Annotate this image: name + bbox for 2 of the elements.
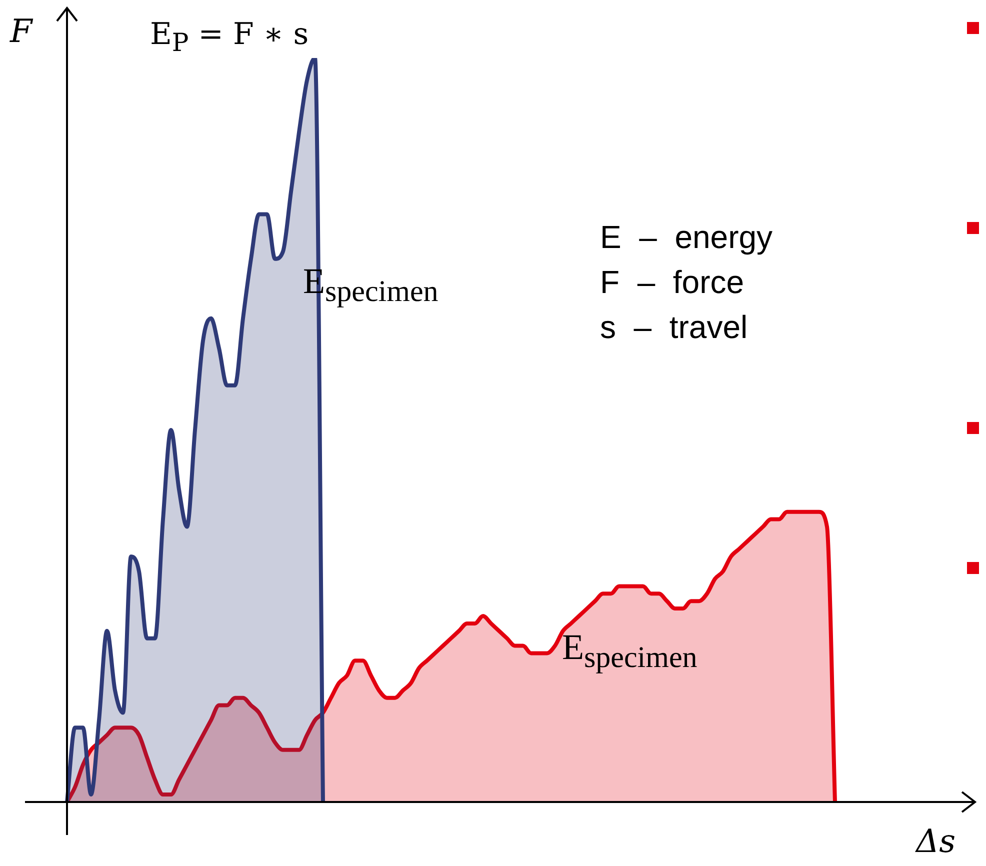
y-axis-title: F [10, 12, 32, 50]
x-axis-title: Δs [916, 822, 956, 860]
